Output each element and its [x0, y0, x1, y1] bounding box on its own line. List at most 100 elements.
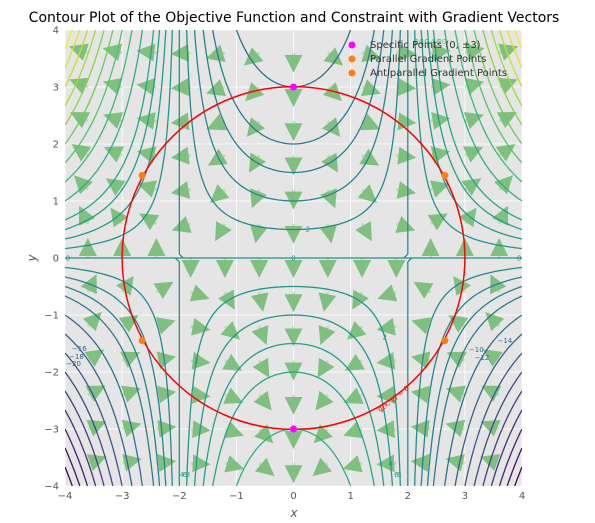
contour-line: [65, 30, 522, 486]
gradient-arrow: [245, 82, 265, 102]
gradient-arrow: [430, 146, 451, 164]
gradient-arrow: [411, 351, 431, 370]
gradient-arrow: [458, 207, 477, 228]
legend-item-specific-points: Specific Points (0, ±3): [348, 40, 481, 51]
gradient-arrow: [190, 386, 211, 404]
y-tick-label: 0: [53, 254, 59, 265]
legend: Specific Points (0, ±3) Parallel Gradien…: [348, 40, 507, 79]
gradient-arrow: [343, 387, 364, 404]
x-tick-label: 4: [519, 491, 525, 502]
y-axis-label: y: [25, 254, 39, 263]
gradient-arrow: [376, 386, 397, 404]
contour-line: [65, 30, 522, 486]
gradient-arrow: [485, 312, 505, 332]
x-tick-label: 3: [462, 491, 468, 502]
gradient-arrow: [321, 117, 341, 137]
gradient-arrow: [480, 454, 501, 472]
gradient-arrow: [85, 385, 106, 402]
gradient-arrow: [115, 275, 134, 296]
contour-line: [65, 333, 522, 486]
gradient-arrow: [430, 112, 451, 130]
contour-label: −18: [69, 353, 84, 361]
legend-item-antiparallel-points: Antiparallel Gradient Points: [348, 68, 507, 79]
gradient-arrow: [84, 349, 105, 367]
gradient-arrow: [254, 457, 275, 477]
y-tick-label: 1: [53, 197, 59, 208]
gradient-arrow: [376, 317, 397, 336]
legend-marker-parallel-points: [348, 55, 356, 63]
contour-line: [65, 30, 522, 486]
x-tick-label: 2: [405, 491, 411, 502]
gradient-arrow: [318, 324, 336, 345]
contour-label: 6: [394, 471, 399, 479]
y-tick-label: −4: [44, 482, 59, 493]
gradient-arrow: [376, 454, 397, 473]
gradient-arrow: [323, 47, 344, 66]
contour-label: 2: [383, 334, 387, 342]
gradient-arrow: [156, 419, 177, 438]
gradient-arrow: [210, 184, 230, 203]
gradient-arrow: [445, 419, 466, 438]
scatter-point-series-1: [138, 171, 146, 179]
contour-line: [65, 30, 522, 486]
gradient-arrow: [491, 205, 509, 226]
gradient-arrow: [71, 144, 92, 162]
chart-title: Contour Plot of the Objective Function a…: [29, 10, 560, 26]
gradient-arrow: [190, 351, 211, 370]
gradient-arrow: [121, 385, 142, 403]
gradient-arrow: [347, 321, 367, 340]
gradient-arrow: [155, 317, 176, 335]
contour-line: [65, 30, 522, 69]
gradient-arrow: [103, 146, 125, 163]
contour-labels: 0 0 02−246824681012141620−14−16−18−20−12−1…: [66, 38, 522, 479]
gradient-arrow: [246, 117, 266, 137]
gradient-arrow: [481, 385, 502, 402]
gradient-arrow: [139, 213, 160, 231]
y-tick-labels: −4 −3 −2 −1 0 1 2 3 4: [44, 26, 59, 493]
gradient-arrow: [360, 113, 381, 131]
gradient-arrow: [251, 324, 269, 345]
gradient-arrow: [495, 144, 516, 162]
contour-line: [65, 30, 522, 164]
gradient-arrow: [218, 289, 235, 310]
legend-marker-specific-points: [348, 41, 356, 49]
gradient-arrow: [357, 184, 377, 203]
gradient-arrow: [136, 112, 157, 130]
gradient-arrow: [253, 390, 272, 411]
contour-label: 8: [186, 471, 190, 479]
gradient-arrow: [453, 275, 472, 296]
x-tick-label: −1: [229, 491, 244, 502]
gradient-arrow: [156, 351, 176, 370]
gradient-arrow: [445, 385, 466, 403]
gradient-arrow: [137, 180, 158, 198]
gradient-arrow: [153, 281, 174, 299]
x-tick-labels: −4 −3 −2 −1 0 1 2 3 4: [58, 491, 526, 502]
contour-line: [65, 30, 522, 486]
gradient-arrow: [190, 454, 211, 473]
scatter-point-series-1: [138, 337, 146, 345]
contour-label: 0: [291, 255, 295, 263]
contour-label: 12: [420, 38, 429, 46]
contour-label: 2: [194, 357, 198, 365]
contour-line: [65, 409, 522, 486]
contour-line: [65, 30, 522, 88]
contour-line: [65, 30, 522, 486]
legend-label-parallel-points: Parallel Gradient Points: [370, 54, 486, 65]
contour-label: 4: [180, 471, 185, 479]
gradient-arrow: [317, 357, 335, 378]
gradient-arrow: [377, 284, 398, 302]
contour-label: 20: [438, 38, 447, 46]
gradient-arrow: [464, 77, 485, 96]
gradient-arrow: [430, 43, 451, 62]
contour-label: 16: [432, 38, 441, 46]
gradient-arrow: [206, 113, 227, 131]
scatter-point-series-0: [290, 83, 297, 91]
gradient-arrow: [80, 274, 97, 295]
contour-line: [65, 428, 522, 486]
y-tick-label: 3: [53, 83, 59, 94]
legend-label-antiparallel-points: Antiparallel Gradient Points: [370, 68, 507, 79]
gradient-arrow: [445, 453, 466, 472]
gradient-arrow: [189, 284, 210, 302]
contour-line: [65, 30, 522, 486]
